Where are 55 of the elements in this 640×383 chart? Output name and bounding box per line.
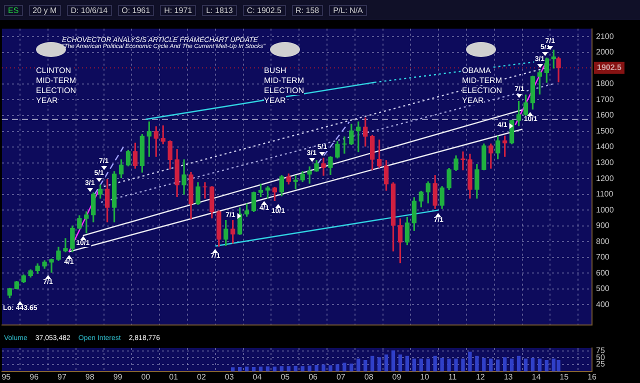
y-tick-label: 50: [596, 352, 606, 362]
x-tick-label: 96: [30, 372, 40, 382]
x-tick-label: 03: [224, 372, 234, 382]
x-tick-label: 07: [336, 372, 346, 382]
x-tick-label: 95: [2, 372, 12, 382]
x-tick-label: 00: [141, 372, 151, 382]
text: C: 1902.5: [242, 4, 286, 16]
x-tick-label: 10: [420, 372, 430, 382]
y-tick-label: 1300: [596, 158, 614, 168]
text: 20 y M: [28, 4, 61, 16]
x-tick-label: 02: [197, 372, 206, 382]
y-tick-label: 900: [596, 221, 610, 230]
text: P/L: N/A: [329, 4, 367, 16]
x-tick-label: 15: [560, 372, 570, 382]
x-tick-label: 01: [169, 372, 179, 382]
x-tick-label: 06: [308, 372, 318, 382]
y-tick-label: 2100: [596, 32, 614, 41]
annotation: CLINTON MID-TERM ELECTION YEAR: [36, 66, 76, 105]
y-tick-label: 1500: [596, 126, 614, 136]
x-tick-label: 14: [532, 372, 542, 382]
y-tick-label: 25: [596, 360, 606, 369]
x-tick-label: 11: [448, 372, 458, 382]
x-tick-label: 05: [280, 372, 290, 382]
y-tick-label: 1400: [596, 142, 614, 152]
x-tick-label: 16: [588, 372, 597, 382]
y-tick-label: 75: [596, 346, 606, 355]
y-tick-label: 400: [596, 300, 610, 309]
text: R: 158: [292, 4, 324, 16]
x-tick-label: 12: [476, 372, 486, 382]
y-tick-label: 1700: [596, 94, 614, 104]
text: L: 1813: [202, 4, 237, 16]
y-tick-label: 600: [596, 268, 610, 278]
x-tick-label: 08: [364, 372, 374, 382]
y-tick-label: 1000: [596, 205, 614, 214]
y-tick-label: 1600: [596, 110, 614, 120]
text: O: 1961: [118, 4, 154, 16]
text: H: 1971: [160, 4, 196, 16]
x-tick-label: 97: [58, 372, 67, 382]
annotation: OBAMA MID-TERM ELECTION YEAR: [462, 66, 502, 105]
x-tick-label: 04: [252, 372, 262, 382]
text: ES: [4, 4, 23, 16]
y-tick-label: 1100: [596, 190, 614, 199]
x-tick-label: 09: [392, 372, 402, 382]
x-tick-label: 98: [85, 372, 95, 382]
annotation: BUSH MID-TERM ELECTION YEAR: [264, 66, 304, 105]
y-tick-label: 500: [596, 284, 610, 294]
x-tick-label: 13: [504, 372, 514, 382]
y-tick-label: 1800: [596, 79, 614, 88]
y-tick-label: 800: [596, 236, 610, 246]
y-tick-label: 1200: [596, 174, 614, 183]
ref-line-label: 1902.5: [597, 63, 622, 72]
y-tick-label: 700: [596, 252, 610, 262]
y-tick-label: 2000: [596, 48, 614, 57]
x-tick-label: 99: [113, 372, 123, 382]
text: D: 10/6/14: [66, 4, 112, 16]
